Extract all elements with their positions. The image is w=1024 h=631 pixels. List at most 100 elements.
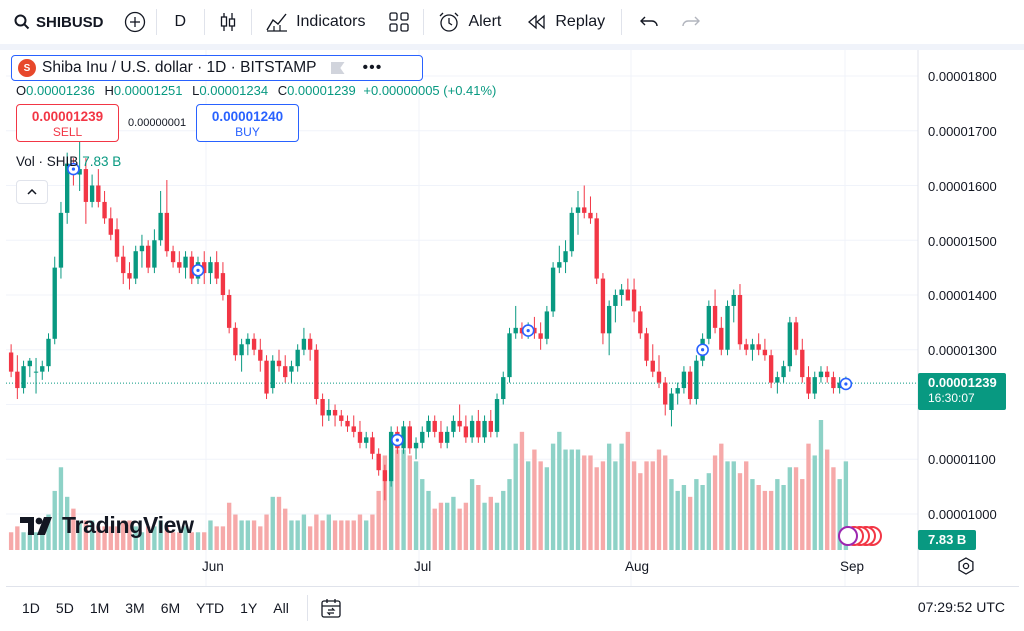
candle-body[interactable]: [320, 399, 325, 416]
candle-body[interactable]: [89, 185, 95, 202]
candle-body[interactable]: [569, 212, 574, 252]
candle-body[interactable]: [345, 420, 350, 427]
candle-body[interactable]: [332, 409, 338, 416]
candle-body[interactable]: [438, 431, 444, 443]
more-options-icon[interactable]: •••: [362, 59, 383, 76]
candle-body[interactable]: [226, 295, 232, 328]
candle-body[interactable]: [251, 338, 257, 350]
candle-body[interactable]: [270, 360, 275, 389]
candle-body[interactable]: [339, 415, 344, 421]
economic-events-icon[interactable]: [838, 526, 882, 546]
candle-body[interactable]: [557, 262, 562, 268]
candle-body[interactable]: [831, 377, 836, 389]
candle-body[interactable]: [812, 377, 817, 394]
candle-body[interactable]: [114, 229, 120, 257]
candle-body[interactable]: [295, 349, 300, 367]
candle-body[interactable]: [762, 349, 768, 356]
candle-body[interactable]: [158, 212, 163, 241]
candle-body[interactable]: [756, 344, 761, 350]
range-1m-button[interactable]: 1M: [89, 599, 110, 616]
candle-body[interactable]: [420, 431, 425, 443]
candle-body[interactable]: [58, 212, 64, 268]
date-range-icon[interactable]: [320, 597, 342, 619]
alert-button[interactable]: Alert: [424, 0, 513, 44]
chart-type-button[interactable]: [205, 0, 251, 44]
candle-body[interactable]: [725, 305, 730, 350]
volume-legend[interactable]: Vol · SHIB 7.83 B: [16, 154, 121, 169]
candle-body[interactable]: [625, 289, 631, 301]
candle-body[interactable]: [102, 201, 107, 219]
candle-body[interactable]: [239, 344, 244, 356]
candle-body[interactable]: [476, 420, 481, 438]
range-5d-button[interactable]: 5D: [55, 599, 74, 616]
replay-button[interactable]: Replay: [513, 0, 621, 44]
symbol-search-button[interactable]: SHIBUSD: [0, 0, 114, 44]
candle-body[interactable]: [550, 267, 556, 312]
event-marker[interactable]: [191, 264, 205, 277]
interval-button[interactable]: D: [157, 0, 205, 44]
candle-body[interactable]: [488, 420, 493, 432]
event-marker[interactable]: [521, 324, 535, 337]
undo-button[interactable]: [622, 0, 670, 44]
candle-body[interactable]: [202, 262, 207, 274]
candle-body[interactable]: [463, 426, 469, 438]
tradingview-logo[interactable]: TradingView: [20, 512, 194, 539]
candle-body[interactable]: [712, 305, 718, 328]
candle-body[interactable]: [737, 295, 743, 345]
candle-body[interactable]: [376, 453, 381, 471]
candle-body[interactable]: [245, 338, 251, 345]
candle-body[interactable]: [152, 240, 157, 268]
candle-body[interactable]: [388, 431, 394, 482]
candle-body[interactable]: [563, 251, 568, 263]
candle-body[interactable]: [494, 399, 500, 432]
candle-body[interactable]: [781, 366, 786, 378]
candle-body[interactable]: [401, 426, 406, 449]
candle-body[interactable]: [451, 420, 456, 432]
candle-body[interactable]: [469, 420, 475, 438]
range-3m-button[interactable]: 3M: [125, 599, 145, 616]
candle-body[interactable]: [457, 420, 462, 427]
range-1y-button[interactable]: 1Y: [240, 599, 258, 616]
candle-body[interactable]: [631, 289, 637, 312]
candle-body[interactable]: [183, 256, 188, 268]
candle-body[interactable]: [825, 371, 830, 378]
range-6m-button[interactable]: 6M: [160, 599, 181, 616]
candle-body[interactable]: [46, 338, 51, 367]
utc-clock[interactable]: 07:29:52 UTC: [917, 599, 1005, 615]
candle-body[interactable]: [164, 212, 170, 252]
candle-body[interactable]: [121, 256, 126, 274]
candle-body[interactable]: [656, 371, 662, 383]
candle-body[interactable]: [307, 338, 313, 350]
candle-body[interactable]: [208, 262, 213, 274]
candle-body[interactable]: [750, 344, 755, 350]
sell-button[interactable]: 0.00001239 SELL: [16, 104, 119, 142]
candle-body[interactable]: [613, 295, 618, 306]
candle-body[interactable]: [65, 163, 70, 213]
candle-body[interactable]: [326, 409, 332, 416]
candle-body[interactable]: [513, 327, 518, 334]
candle-body[interactable]: [8, 352, 14, 372]
candle-body[interactable]: [787, 322, 792, 367]
candle-body[interactable]: [644, 333, 649, 361]
collapse-legend-button[interactable]: [16, 180, 48, 204]
candle-body[interactable]: [719, 327, 724, 350]
candle-body[interactable]: [706, 305, 712, 339]
candle-body[interactable]: [681, 371, 687, 389]
candle-body[interactable]: [21, 366, 26, 389]
candle-body[interactable]: [800, 349, 805, 378]
settings-gear-icon[interactable]: [957, 557, 975, 575]
redo-button[interactable]: [670, 0, 712, 44]
candle-body[interactable]: [575, 207, 581, 213]
candle-body[interactable]: [432, 420, 437, 432]
candle-body[interactable]: [351, 426, 356, 432]
candle-body[interactable]: [793, 322, 799, 350]
price-chart[interactable]: [6, 50, 1019, 586]
candle-body[interactable]: [220, 273, 226, 295]
candle-body[interactable]: [108, 218, 113, 235]
candle-body[interactable]: [837, 382, 842, 389]
candle-body[interactable]: [301, 338, 307, 350]
event-marker[interactable]: [67, 162, 80, 176]
candle-body[interactable]: [233, 327, 238, 356]
candle-body[interactable]: [52, 267, 57, 339]
range-ytd-button[interactable]: YTD: [196, 599, 225, 616]
